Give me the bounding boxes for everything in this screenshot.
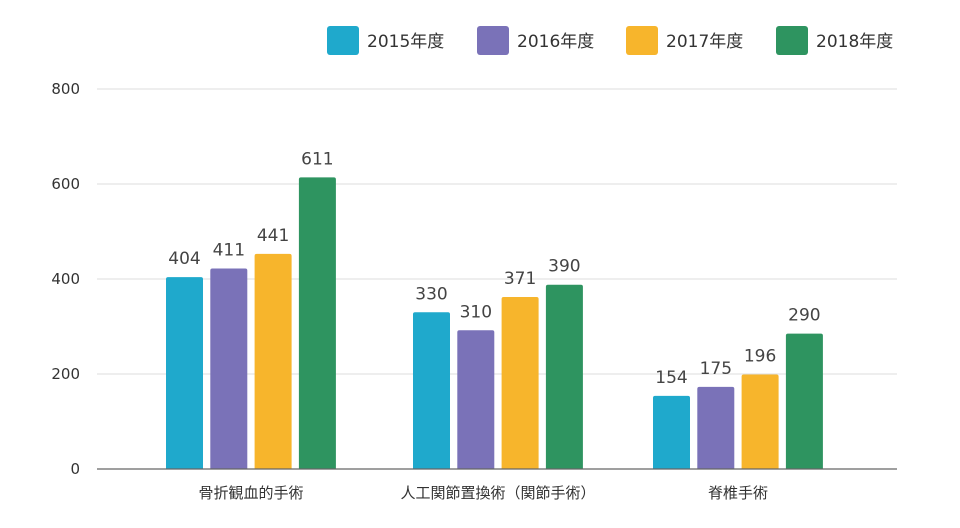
bar-2017年度-1 <box>501 297 539 469</box>
data-label: 371 <box>504 269 536 289</box>
data-labels: 404 411 441 611 330 310 371 390 154 175 196 290 <box>168 149 820 388</box>
bar-2016年度-2 <box>697 386 735 469</box>
data-label: 611 <box>301 149 333 169</box>
bar-2018年度-1 <box>545 284 583 469</box>
bar-2018年度-0 <box>298 177 336 469</box>
data-label: 404 <box>168 249 200 269</box>
x-category-label: 人工関節置換術（関節手術） <box>400 484 595 502</box>
x-axis-categories: 骨折観血的手術 人工関節置換術（関節手術） 脊椎手術 <box>198 484 768 502</box>
y-tick-label: 800 <box>51 80 80 98</box>
x-category-label: 骨折観血的手術 <box>198 484 303 502</box>
legend-label: 2015年度 <box>367 32 444 52</box>
bar-2018年度-2 <box>785 333 823 469</box>
y-tick-label: 0 <box>70 460 80 478</box>
data-label: 196 <box>744 346 776 366</box>
data-label: 154 <box>655 368 687 388</box>
bar-2016年度-1 <box>457 330 495 469</box>
data-label: 175 <box>700 359 732 379</box>
legend-label: 2018年度 <box>816 32 893 52</box>
y-axis-ticks: 0 200 400 600 800 <box>51 80 80 478</box>
legend-swatch <box>776 26 808 55</box>
bar-2015年度-1 <box>413 312 450 469</box>
y-tick-label: 600 <box>51 175 80 193</box>
bar-2017年度-0 <box>254 253 292 469</box>
legend-swatch <box>477 26 509 55</box>
data-label: 310 <box>460 302 492 322</box>
data-label: 390 <box>548 257 580 277</box>
data-label: 330 <box>415 284 447 304</box>
y-tick-label: 400 <box>51 270 80 288</box>
legend-label: 2016年度 <box>517 32 594 52</box>
bar-2015年度-0 <box>166 277 203 469</box>
legend-swatch <box>626 26 658 55</box>
bar-2017年度-2 <box>741 374 779 469</box>
x-category-label: 脊椎手術 <box>708 484 768 502</box>
legend: 2015年度 2016年度 2017年度 2018年度 <box>327 26 893 55</box>
bar-2016年度-0 <box>210 268 248 469</box>
data-label: 411 <box>213 241 245 261</box>
legend-label: 2017年度 <box>666 32 743 52</box>
y-tick-label: 200 <box>51 365 80 383</box>
data-label: 290 <box>788 306 820 326</box>
legend-swatch <box>327 26 359 55</box>
data-label: 441 <box>257 226 289 246</box>
bar-2015年度-2 <box>653 395 690 469</box>
bars <box>166 177 823 469</box>
